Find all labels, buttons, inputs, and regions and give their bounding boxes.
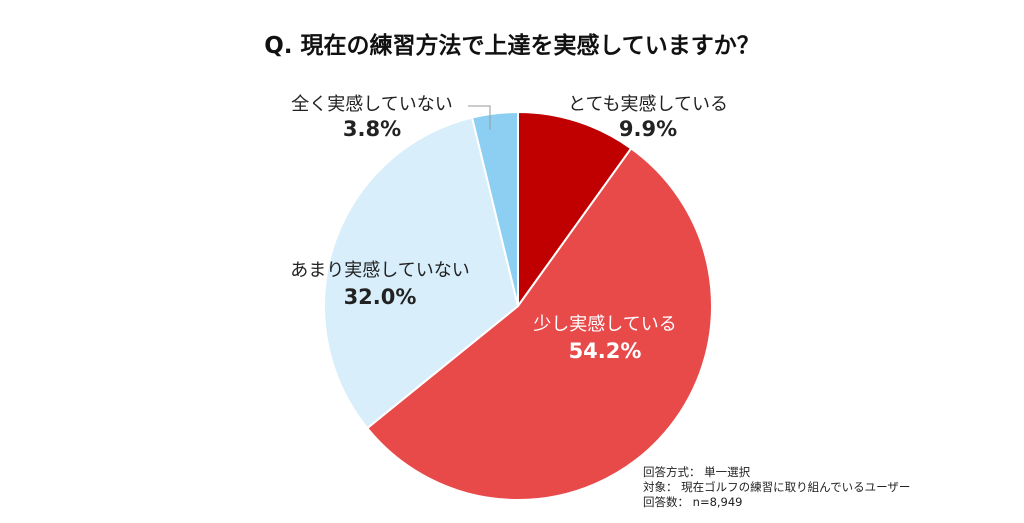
note-count: 回答数： n=8,949 [643, 495, 743, 509]
slice-value-label: 32.0% [344, 285, 417, 309]
pie-slice [323, 116, 520, 430]
note-target: 対象： 現在ゴルフの練習に取り組んでいるユーザー [643, 480, 911, 494]
survey-notes: 回答方式： 単一選択 対象： 現在ゴルフの練習に取り組んでいるユーザー 回答数：… [643, 465, 910, 510]
leader-line [468, 105, 491, 130]
note-method: 回答方式： 単一選択 [643, 465, 751, 479]
pie-slice [470, 110, 519, 307]
slice-label: 少し実感している [533, 314, 676, 335]
slice-label: とても実感している [568, 94, 728, 115]
slice-label: 全く実感していない [291, 94, 452, 115]
slice-value-label: 54.2% [569, 339, 642, 363]
slice-label: あまり実感していない [290, 260, 469, 281]
chart-title: Q. 現在の練習方法で上達を実感していますか？ [264, 33, 760, 59]
slice-value-label: 9.9% [619, 117, 677, 141]
slice-value-label: 3.8% [343, 117, 401, 141]
pie-slice [517, 110, 633, 310]
pie-slice [365, 147, 713, 501]
